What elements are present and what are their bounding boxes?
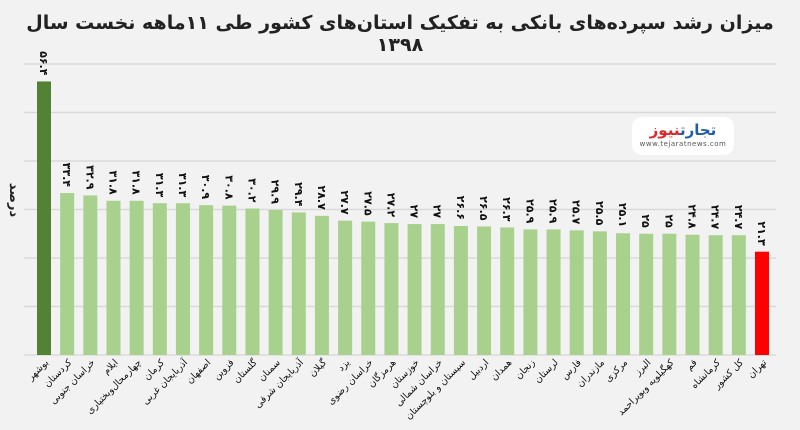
data-label: ۲۴.۷ <box>709 205 722 230</box>
data-label: ۲۴.۷ <box>732 205 745 230</box>
data-label: ۲۸.۷ <box>315 185 328 210</box>
logo-part1: تجارت <box>679 121 717 139</box>
data-label: ۳۱.۳ <box>153 173 166 198</box>
bar <box>731 235 746 355</box>
data-label: ۳۰.۲ <box>245 178 258 203</box>
x-tick-label: اردبیل <box>466 357 491 382</box>
bar <box>755 251 769 355</box>
tejaratnews-logo: تجارتنیوز www.tejaratnews.com <box>632 117 734 155</box>
bar <box>453 225 468 355</box>
bar <box>314 215 329 355</box>
bar <box>361 221 376 355</box>
data-label: ۲۹.۴ <box>292 182 305 207</box>
data-label: ۳۱.۳ <box>176 173 189 198</box>
data-label: ۲۷ <box>431 205 444 219</box>
x-tick-label: گیلان <box>306 356 329 379</box>
bar <box>268 209 283 355</box>
bar <box>338 220 353 355</box>
logo-url: www.tejaratnews.com <box>639 140 727 148</box>
x-tick-label: قم <box>684 357 699 372</box>
x-tick-label: اصفهان <box>184 357 213 386</box>
x-tick-label: ایلام <box>101 357 121 377</box>
data-label: ۲۶.۶ <box>454 196 467 220</box>
data-label: ۲۷.۵ <box>361 191 374 216</box>
data-label: ۲۷.۷ <box>338 190 351 215</box>
bar <box>662 233 677 355</box>
data-label: ۲۵.۷ <box>570 200 583 225</box>
bar <box>129 200 144 355</box>
data-label: ۲۶.۳ <box>500 197 513 222</box>
bar <box>546 229 561 355</box>
data-label: ۳۱.۸ <box>106 170 119 195</box>
bar <box>83 195 98 355</box>
bar <box>407 224 422 355</box>
bar <box>616 233 631 355</box>
bar <box>592 231 607 355</box>
data-label: ۵۶.۴ <box>37 51 50 76</box>
data-label: ۲۱.۳ <box>755 221 768 246</box>
bar <box>175 203 190 355</box>
data-label: ۲۷.۲ <box>384 193 397 218</box>
bar <box>708 235 723 355</box>
data-label: ۲۵.۹ <box>523 199 536 224</box>
data-label: ۲۷ <box>408 205 421 219</box>
data-label: ۲۵.۹ <box>547 199 560 224</box>
data-label: ۳۰.۸ <box>222 175 235 200</box>
data-label: ۳۱.۸ <box>130 170 143 195</box>
x-tick-label: یزد <box>336 357 353 374</box>
bar <box>222 205 237 355</box>
x-tick-label: همدان <box>489 357 515 383</box>
data-label: ۳۳.۴ <box>60 163 73 188</box>
data-label: ۲۵.۱ <box>616 203 629 227</box>
x-tick-label: لرستان <box>532 357 560 385</box>
x-tick-label: گلستان <box>231 356 260 385</box>
bar <box>569 230 584 355</box>
data-label: ۲۶.۵ <box>477 196 490 221</box>
bar <box>106 200 121 355</box>
bar <box>199 205 214 355</box>
bar <box>384 223 399 355</box>
bar <box>152 203 167 355</box>
logo-part2: نیوز <box>649 121 680 139</box>
bar <box>37 81 51 356</box>
bar <box>685 234 700 355</box>
bar <box>639 233 654 355</box>
x-tick-label: مرکزی <box>603 357 630 384</box>
y-axis-label: درصد <box>6 183 21 218</box>
data-label: ۲۴.۸ <box>686 204 699 229</box>
bar <box>291 212 306 355</box>
x-tick-label: تهران <box>746 357 770 381</box>
data-label: ۲۵ <box>639 214 652 228</box>
data-label: ۲۵ <box>662 214 675 228</box>
bar <box>477 226 492 355</box>
bar <box>523 229 538 355</box>
bar <box>430 224 445 355</box>
data-label: ۲۵.۵ <box>593 201 606 226</box>
bar <box>60 193 75 355</box>
chart-title: میزان رشد سپرده‌های بانکی به تفکیک استان… <box>26 12 774 56</box>
data-label: ۳۲.۹ <box>83 165 96 190</box>
bar <box>245 208 260 355</box>
data-label: ۳۰.۹ <box>199 175 212 200</box>
data-label: ۲۹.۹ <box>269 180 282 205</box>
bar <box>500 227 515 355</box>
